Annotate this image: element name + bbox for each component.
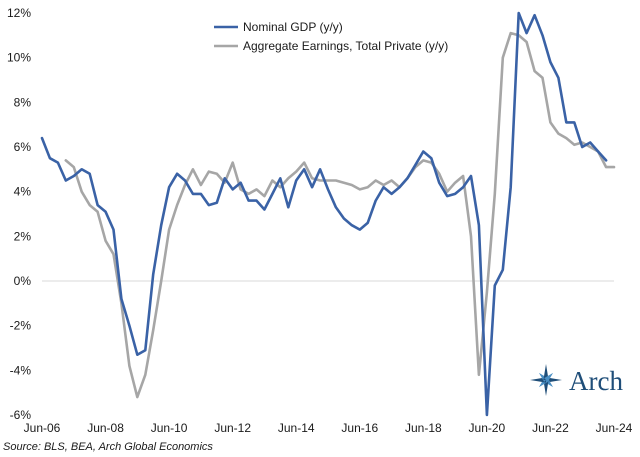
x-axis: Jun-06 Jun-08 Jun-10 Jun-12 Jun-14 Jun-16 Jun-… (24, 421, 633, 435)
x-tick-label: Jun-12 (214, 421, 251, 435)
y-tick-label: 0% (14, 274, 32, 288)
y-tick-label: 12% (7, 6, 31, 20)
x-tick-label: Jun-10 (151, 421, 188, 435)
y-tick-label: -4% (10, 363, 32, 377)
x-tick-label: Jun-08 (87, 421, 124, 435)
series-layer (40, 11, 616, 417)
y-tick-label: -2% (10, 319, 32, 333)
arch-star-icon (530, 364, 562, 396)
x-tick-label: Jun-06 (24, 421, 61, 435)
series-line-nominal-gdp (40, 11, 608, 417)
series-line-aggregate-earnings (64, 31, 616, 399)
legend: Nominal GDP (y/y) Aggregate Earnings, Tot… (214, 20, 448, 53)
x-tick-label: Jun-16 (341, 421, 378, 435)
x-tick-label: Jun-20 (469, 421, 506, 435)
x-tick-label: Jun-22 (532, 421, 569, 435)
arch-logo: Arch (530, 364, 623, 396)
y-tick-label: 10% (7, 51, 31, 65)
y-tick-label: -6% (10, 408, 32, 422)
y-axis: -6% -4% -2% 0% 2% 4% 6% 8% 10% 12% (7, 6, 31, 422)
legend-label: Nominal GDP (y/y) (243, 20, 343, 34)
source-note: Source: BLS, BEA, Arch Global Economics (3, 441, 213, 453)
x-tick-label: Jun-24 (596, 421, 633, 435)
x-tick-label: Jun-14 (278, 421, 315, 435)
y-tick-label: 2% (14, 229, 32, 243)
x-tick-label: Jun-18 (405, 421, 442, 435)
legend-label: Aggregate Earnings, Total Private (y/y) (243, 39, 448, 53)
y-tick-label: 6% (14, 140, 32, 154)
arch-logo-text: Arch (569, 366, 623, 396)
y-tick-label: 4% (14, 185, 32, 199)
y-tick-label: 8% (14, 95, 32, 109)
